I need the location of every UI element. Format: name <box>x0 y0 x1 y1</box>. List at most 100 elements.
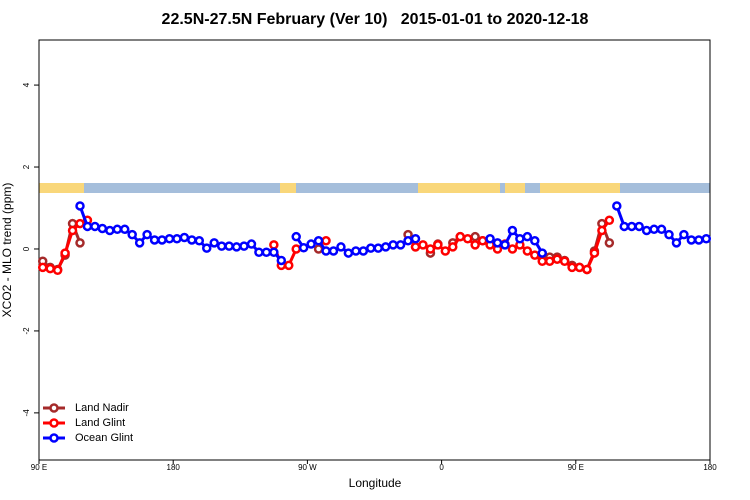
data-point <box>45 263 55 274</box>
data-point <box>172 233 182 244</box>
legend-marker <box>49 433 59 443</box>
ocean-strip <box>39 183 710 193</box>
data-point <box>179 232 190 243</box>
data-point <box>477 236 488 246</box>
legend: Land Nadir Land Glint Ocean Glint <box>43 402 133 444</box>
data-point <box>641 225 652 236</box>
series <box>75 201 712 266</box>
data-point <box>134 238 145 248</box>
data-point <box>328 246 339 256</box>
y-tick-label: 4 <box>22 82 31 87</box>
data-point <box>321 236 331 246</box>
data-point <box>313 236 324 246</box>
data-point <box>157 235 167 245</box>
data-point <box>284 260 294 271</box>
data-point <box>373 243 383 253</box>
data-point <box>67 225 78 236</box>
data-point <box>470 240 480 250</box>
data-point <box>343 248 354 258</box>
data-point <box>164 233 175 244</box>
data-point <box>574 262 585 273</box>
data-point <box>261 247 272 258</box>
x-tick-label: 90 W <box>298 463 317 472</box>
data-point <box>306 239 316 249</box>
data-point <box>485 233 495 244</box>
data-point <box>552 254 562 264</box>
data-point <box>649 224 659 235</box>
legend-marker <box>49 403 59 413</box>
data-point <box>291 231 301 242</box>
data-point <box>75 201 85 211</box>
land-strip <box>418 183 500 193</box>
data-point <box>298 242 309 253</box>
data-point <box>380 242 391 252</box>
data-point <box>567 262 577 273</box>
map-strip <box>39 183 710 193</box>
data-point <box>194 236 205 246</box>
data-point <box>656 224 667 235</box>
data-point <box>597 225 607 236</box>
data-point <box>239 241 249 251</box>
land-strip <box>505 183 525 193</box>
data-point <box>679 229 689 240</box>
x-tick-label: 0 <box>439 463 444 472</box>
data-point <box>470 231 480 242</box>
data-point <box>589 248 600 258</box>
data-point <box>276 255 287 266</box>
data-point <box>626 221 637 232</box>
data-point <box>462 233 473 244</box>
data-point <box>522 231 533 242</box>
data-point <box>448 242 458 252</box>
x-tick-label: 90 E <box>568 463 584 472</box>
data-point <box>530 250 540 260</box>
plot-frame <box>38 39 711 461</box>
data-point <box>142 229 152 240</box>
y-tick-label: 0 <box>22 246 31 251</box>
data-point <box>336 242 346 252</box>
legend-label: Ocean Glint <box>75 432 133 444</box>
y-axis-title: XCO2 - MLO trend (ppm) <box>0 183 14 318</box>
data-point <box>246 239 257 249</box>
x-tick-label: 180 <box>703 463 717 472</box>
data-point <box>60 248 70 258</box>
data-point <box>149 235 160 245</box>
data-point <box>515 233 525 244</box>
data-point <box>433 240 443 250</box>
data-point <box>701 233 712 244</box>
data-point <box>537 256 547 267</box>
data-point <box>358 246 369 256</box>
data-point <box>395 240 406 250</box>
data-point <box>537 248 547 258</box>
data-point <box>507 225 518 236</box>
data-point <box>686 235 697 245</box>
data-point <box>254 247 264 258</box>
data-point <box>425 244 436 254</box>
data-point <box>216 241 227 251</box>
data-point <box>634 221 644 232</box>
data-point <box>269 240 279 250</box>
data-point <box>410 233 421 244</box>
data-point <box>418 240 428 250</box>
data-point <box>75 238 85 248</box>
data-point <box>187 235 197 245</box>
data-point <box>440 246 451 256</box>
legend-label: Land Glint <box>75 417 125 429</box>
data-point <box>507 244 518 254</box>
y-tick-label: 2 <box>22 164 31 169</box>
data-point <box>500 240 510 250</box>
data-point <box>366 243 376 253</box>
data-point <box>105 225 115 236</box>
data-point <box>75 218 85 229</box>
data-point <box>492 238 503 248</box>
data-point <box>388 240 398 250</box>
data-point <box>82 221 93 232</box>
data-point <box>410 242 421 252</box>
legend-marker <box>49 418 59 428</box>
data-point <box>612 201 622 211</box>
data-point <box>97 223 108 234</box>
data-point <box>351 246 361 256</box>
data-point <box>530 236 540 246</box>
data-point <box>664 229 674 240</box>
data-point <box>604 238 615 248</box>
